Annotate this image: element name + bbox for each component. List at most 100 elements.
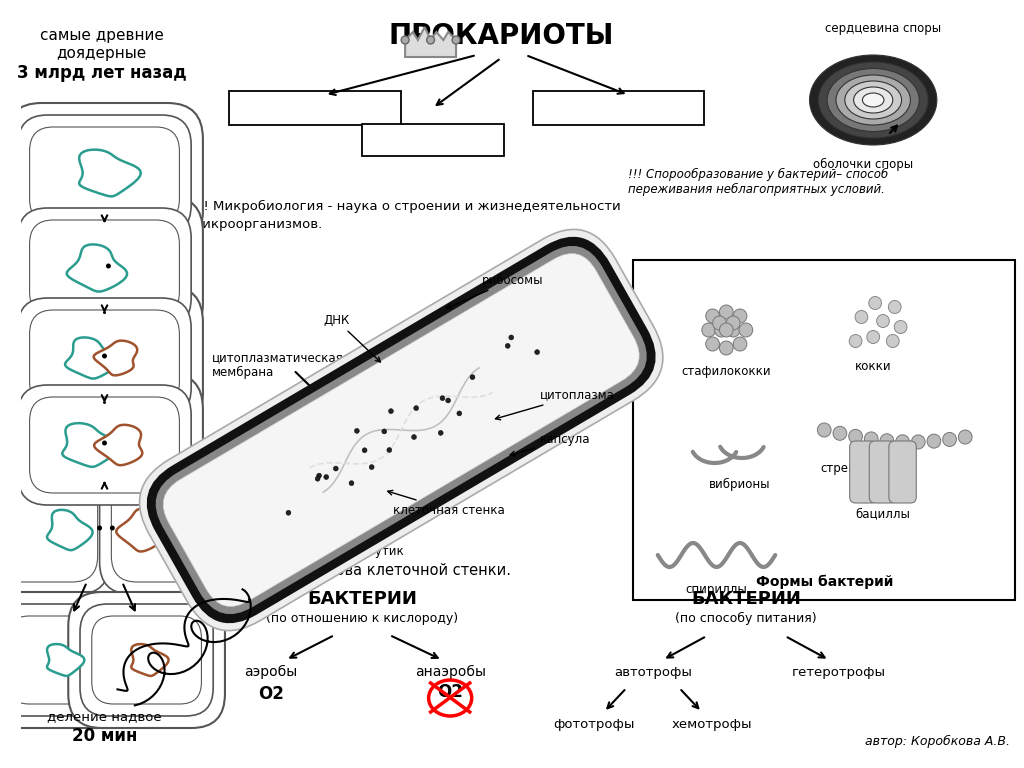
Ellipse shape (720, 323, 733, 337)
Text: !!! Спорообразование у бактерий– способ
переживания неблагоприятных условий.: !!! Спорообразование у бактерий– способ … (629, 168, 889, 196)
Ellipse shape (739, 323, 753, 337)
FancyBboxPatch shape (0, 454, 121, 606)
FancyBboxPatch shape (69, 592, 225, 728)
Text: стафилококки: стафилококки (682, 365, 771, 378)
Text: хемотрофы: хемотрофы (672, 718, 752, 731)
Ellipse shape (414, 406, 419, 411)
Ellipse shape (701, 323, 716, 337)
FancyBboxPatch shape (92, 616, 202, 704)
Ellipse shape (726, 323, 740, 337)
Polygon shape (47, 510, 92, 550)
Text: оболочки споры: оболочки споры (813, 158, 913, 171)
Ellipse shape (110, 525, 115, 531)
FancyBboxPatch shape (6, 196, 203, 340)
Ellipse shape (706, 337, 720, 351)
Ellipse shape (440, 396, 444, 401)
Ellipse shape (324, 475, 329, 479)
FancyBboxPatch shape (88, 454, 249, 606)
Bar (229, 91, 400, 125)
Polygon shape (62, 423, 120, 467)
Ellipse shape (720, 305, 733, 319)
FancyBboxPatch shape (850, 441, 878, 503)
Polygon shape (94, 425, 142, 465)
Text: БАКТЕРИИ: БАКТЕРИИ (691, 590, 801, 608)
Text: самые древние: самые древние (40, 28, 164, 43)
Bar (532, 91, 705, 125)
Text: бациллы: бациллы (856, 507, 910, 520)
Ellipse shape (713, 316, 726, 330)
Text: ДНК: ДНК (323, 313, 381, 362)
Ellipse shape (864, 432, 879, 446)
Ellipse shape (316, 473, 322, 478)
Text: Оксифотобактерии: Оксифотобактерии (551, 101, 687, 114)
FancyBboxPatch shape (6, 286, 203, 430)
Ellipse shape (845, 81, 901, 119)
Bar (361, 124, 504, 156)
Ellipse shape (438, 430, 443, 435)
FancyBboxPatch shape (6, 373, 203, 517)
Ellipse shape (889, 300, 901, 313)
Ellipse shape (726, 316, 740, 330)
Ellipse shape (97, 525, 102, 531)
Ellipse shape (867, 330, 880, 343)
Text: анаэробы: анаэробы (415, 665, 485, 679)
Polygon shape (131, 644, 169, 676)
Ellipse shape (911, 435, 925, 449)
Ellipse shape (958, 430, 972, 444)
Ellipse shape (862, 93, 884, 107)
Text: микроорганизмов.: микроорганизмов. (193, 218, 323, 231)
Ellipse shape (715, 323, 728, 337)
Ellipse shape (362, 448, 367, 453)
Ellipse shape (887, 335, 899, 347)
Text: (по способу питания): (по способу питания) (675, 612, 817, 625)
Ellipse shape (943, 432, 956, 446)
Ellipse shape (896, 435, 909, 449)
Ellipse shape (849, 429, 862, 443)
Text: доядерные: доядерные (56, 46, 146, 61)
Ellipse shape (412, 435, 417, 439)
FancyBboxPatch shape (869, 441, 897, 503)
Ellipse shape (877, 315, 890, 327)
Polygon shape (47, 644, 84, 676)
FancyBboxPatch shape (0, 604, 129, 716)
FancyBboxPatch shape (139, 230, 663, 631)
FancyBboxPatch shape (17, 298, 191, 418)
Ellipse shape (834, 426, 847, 440)
Text: капсула: капсула (510, 433, 591, 456)
Ellipse shape (445, 398, 451, 403)
FancyBboxPatch shape (80, 604, 213, 716)
Ellipse shape (855, 310, 867, 323)
Ellipse shape (880, 434, 894, 448)
Ellipse shape (349, 481, 354, 485)
Text: спириллы: спириллы (686, 583, 748, 596)
Ellipse shape (854, 87, 893, 113)
Text: 3 млрд лет назад: 3 млрд лет назад (16, 64, 186, 82)
Text: О2: О2 (437, 683, 463, 701)
FancyBboxPatch shape (0, 478, 97, 582)
Ellipse shape (733, 309, 746, 323)
FancyBboxPatch shape (163, 253, 639, 607)
Ellipse shape (334, 466, 338, 471)
Ellipse shape (453, 36, 460, 44)
Ellipse shape (505, 343, 510, 349)
Polygon shape (79, 150, 141, 197)
Ellipse shape (286, 510, 291, 515)
Ellipse shape (836, 75, 910, 125)
Text: кокки: кокки (855, 360, 892, 373)
Polygon shape (66, 337, 119, 379)
Text: фототрофы: фототрофы (553, 718, 635, 731)
Text: вибрионы: вибрионы (710, 478, 771, 491)
Text: сердцевина споры: сердцевина споры (825, 22, 941, 35)
Text: жгутик: жгутик (359, 545, 404, 558)
Ellipse shape (382, 429, 387, 434)
Ellipse shape (105, 263, 111, 269)
Text: цитоплазматическая
мембрана: цитоплазматическая мембрана (212, 351, 344, 379)
Polygon shape (406, 27, 456, 57)
Ellipse shape (817, 423, 831, 437)
Ellipse shape (827, 68, 920, 131)
Ellipse shape (706, 309, 720, 323)
Text: рибосомы: рибосомы (446, 273, 543, 309)
Text: 20 мин: 20 мин (72, 727, 137, 745)
Text: автотрофы: автотрофы (614, 666, 692, 679)
Ellipse shape (818, 62, 928, 138)
